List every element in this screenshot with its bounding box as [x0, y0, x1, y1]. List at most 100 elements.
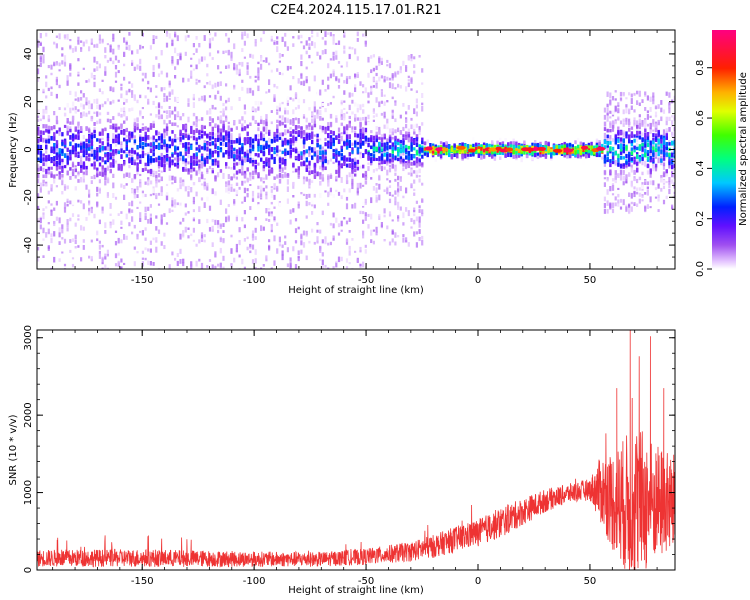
spectrogram-cell	[646, 113, 649, 120]
spectrogram-cell	[112, 152, 115, 157]
spectrogram-cell	[622, 138, 625, 143]
spectrogram-cell	[50, 149, 53, 154]
spectrogram-cell	[227, 190, 231, 194]
spectrogram-cell	[319, 109, 322, 115]
spectrogram-cell	[55, 185, 58, 188]
spectrogram-cell	[407, 136, 410, 143]
spectrogram-cell	[488, 151, 491, 156]
spectrogram-cell	[117, 141, 120, 145]
spectrogram-cell	[61, 251, 64, 254]
spectrogram-cell	[388, 160, 392, 164]
spectrogram-cell	[233, 257, 236, 263]
spectrogram-cell	[168, 144, 171, 149]
spectrogram-cell	[190, 160, 193, 164]
spectrogram-cell	[413, 213, 416, 217]
spectrogram-cell	[281, 101, 284, 105]
spectrogram-cell	[665, 169, 668, 174]
spectrogram-cell	[165, 126, 169, 132]
spectrogram-cell	[77, 58, 80, 62]
spectrogram-cell	[219, 266, 222, 269]
spectrogram-cell	[241, 156, 244, 163]
spectrogram-cell	[292, 183, 295, 189]
spectrogram-cell	[641, 154, 644, 158]
spectrogram-cell	[646, 110, 649, 114]
spectrogram-cell	[219, 237, 222, 243]
spectrogram-cell	[418, 162, 421, 167]
spectrogram-cell	[622, 123, 625, 127]
spectrogram-cell	[327, 76, 330, 81]
spectrogram-cell	[98, 171, 102, 176]
spectrogram-cell	[319, 150, 322, 156]
spectrogram-cell	[265, 256, 268, 262]
spectrogram-cell	[80, 169, 83, 173]
spectrogram-cell	[421, 198, 424, 203]
spectrogram-cell	[251, 160, 255, 164]
spectrogram-cell	[372, 77, 375, 82]
spectrogram-cell	[668, 102, 671, 108]
spectrogram-cell	[171, 110, 174, 115]
spectrogram-cell	[431, 145, 435, 151]
spectrogram-cell	[273, 150, 276, 155]
spectrogram-cell	[195, 152, 198, 157]
spectrogram-cell	[249, 152, 252, 157]
spectrogram-cell	[133, 118, 136, 123]
spectrogram-cell	[184, 149, 187, 154]
spectrogram-cell	[217, 125, 220, 130]
spectrogram-cell	[442, 151, 445, 156]
spectrogram-cell	[324, 236, 327, 239]
spectrogram-cell	[657, 140, 660, 145]
spectrogram-cell	[388, 153, 392, 158]
spectrogram-cell	[219, 128, 223, 133]
spectrogram-cell	[313, 153, 317, 157]
spectrogram-cell	[133, 224, 136, 229]
spectrogram-cell	[348, 139, 351, 145]
spectrogram-cell	[157, 109, 161, 115]
spectrogram-cell	[77, 40, 80, 45]
spectrogram-cell	[268, 169, 271, 174]
spectrogram-cell	[356, 162, 359, 168]
spectrogram-cell	[515, 152, 518, 157]
spectrogram-cell	[375, 97, 378, 103]
spectrogram-cell	[149, 213, 152, 217]
spectrogram-cell	[512, 138, 515, 143]
spectrogram-cell	[120, 211, 123, 214]
spectrogram-cell	[646, 190, 649, 196]
spectrogram-cell	[625, 97, 628, 100]
spectrogram-cell	[195, 170, 198, 176]
spectrogram-cell	[276, 248, 279, 254]
spectrogram-cell	[625, 117, 628, 122]
spectrogram-cell	[364, 215, 367, 221]
spectrogram-cell	[157, 146, 161, 150]
spectrogram-cell	[90, 148, 93, 154]
spectrogram-cell	[55, 130, 59, 134]
spectrogram-cell	[165, 95, 169, 102]
spectrogram-cell	[152, 64, 155, 71]
spectrogram-cell	[351, 92, 354, 97]
spectrogram-cell	[192, 162, 196, 166]
spectrogram-cell	[187, 153, 190, 159]
spectrogram-cell	[144, 206, 147, 213]
spectrogram-cell	[340, 109, 343, 115]
spectrogram-cell	[55, 143, 59, 149]
spectrogram-cell	[619, 143, 623, 149]
spectrogram-cell	[324, 31, 327, 38]
spectrogram-cell	[112, 173, 115, 178]
spectrogram-cell	[364, 116, 367, 123]
spectrogram-cell	[149, 172, 152, 177]
spectrogram-cell	[673, 115, 675, 120]
spectrogram-cell	[302, 80, 306, 86]
spectrogram-cell	[399, 206, 402, 211]
spectrogram-cell	[45, 95, 48, 99]
spectrogram-cell	[305, 232, 308, 237]
spectrogram-cell	[372, 142, 376, 147]
spectrogram-cell	[246, 131, 249, 136]
spectrogram-cell	[176, 152, 180, 158]
spectrogram-cell	[308, 193, 311, 198]
spectrogram-cell	[249, 141, 252, 146]
spectrogram-cell	[109, 101, 112, 105]
spectrogram-cell	[66, 75, 69, 82]
spectrogram-cell	[139, 183, 142, 188]
spectrogram-cell	[356, 56, 359, 61]
spectrogram-cell	[421, 137, 424, 143]
spectrogram-cell	[276, 86, 279, 89]
